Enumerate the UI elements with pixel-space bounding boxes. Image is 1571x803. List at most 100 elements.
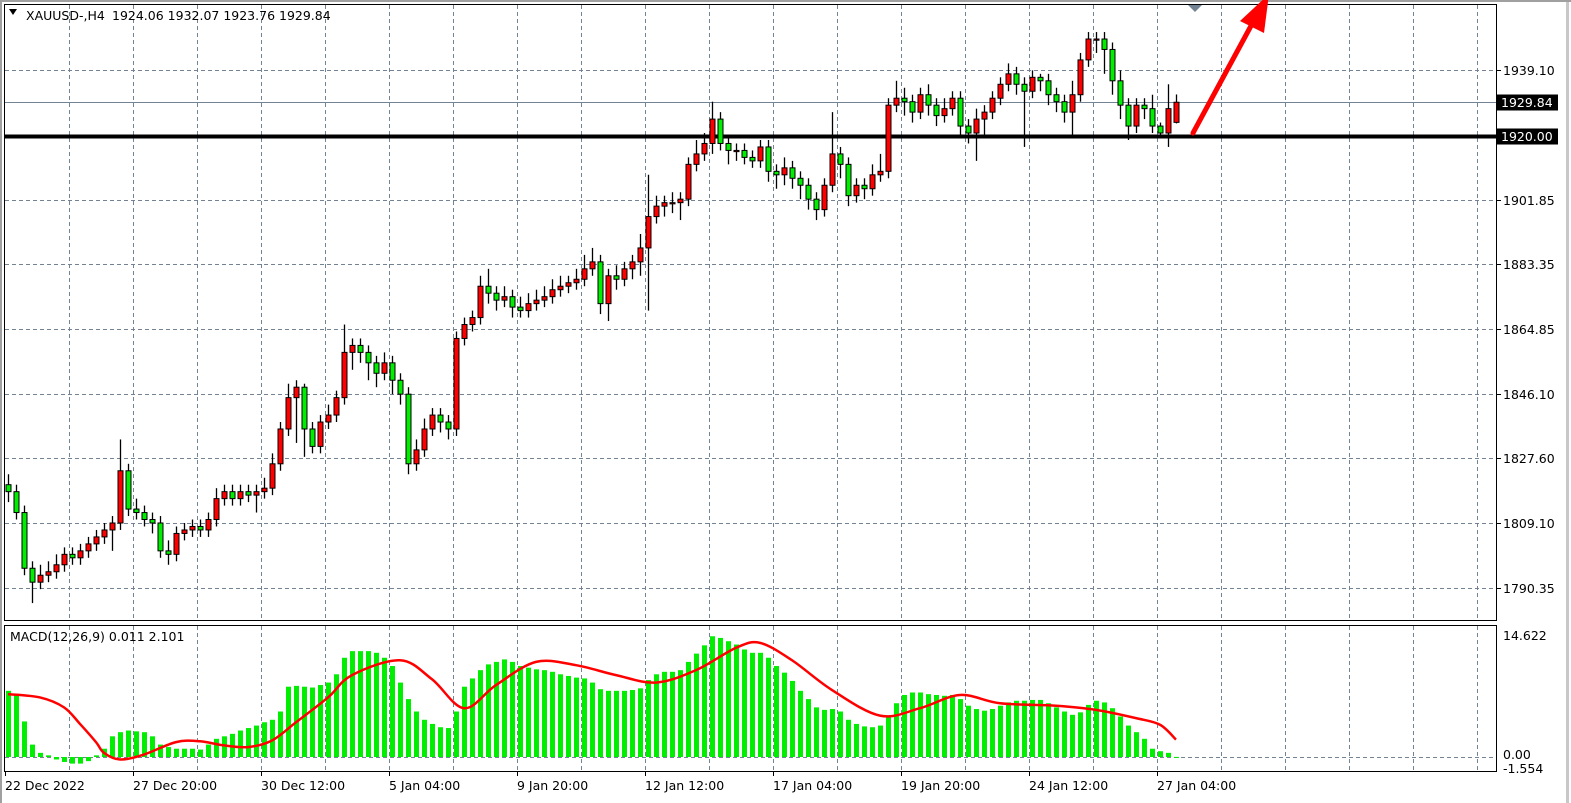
candle-body-bearish xyxy=(485,285,492,294)
macd-histogram-bar xyxy=(750,652,755,757)
candle xyxy=(341,324,348,405)
price-label: 1939.10 xyxy=(1503,63,1555,78)
candle-body-bullish xyxy=(581,268,588,280)
candle-body-bullish xyxy=(349,344,356,353)
macd-histogram-bar xyxy=(478,670,483,757)
candle-body-bullish xyxy=(85,543,92,552)
candle xyxy=(349,338,356,370)
candle-body-bullish xyxy=(421,428,428,451)
macd-histogram-bar xyxy=(486,664,491,757)
candle xyxy=(549,279,556,304)
macd-histogram-bar xyxy=(62,757,67,762)
macd-histogram-bar xyxy=(774,666,779,757)
candle xyxy=(957,91,964,137)
candle-body-bearish xyxy=(357,344,364,353)
candle-body-bullish xyxy=(53,564,60,573)
macd-histogram-bar xyxy=(702,645,707,757)
candle-body-bullish xyxy=(645,216,652,249)
candle-body-bearish xyxy=(397,379,404,395)
macd-histogram-bar xyxy=(142,732,147,757)
macd-histogram-bar xyxy=(846,719,851,757)
candle xyxy=(949,91,956,116)
candle xyxy=(445,415,452,440)
candle-body-bearish xyxy=(1013,73,1020,85)
candle-body-bullish xyxy=(917,94,924,113)
macd-histogram-bar xyxy=(1150,748,1155,757)
candle-body-bullish xyxy=(285,397,292,430)
candle-body-bullish xyxy=(477,285,484,319)
macd-histogram-bar xyxy=(238,730,243,757)
candle xyxy=(701,133,708,161)
trend-arrow[interactable] xyxy=(1190,0,1269,136)
candle-body-bullish xyxy=(45,571,52,576)
level-price-box xyxy=(1497,128,1558,145)
macd-histogram-bar xyxy=(1070,714,1075,757)
candle-body-bearish xyxy=(773,170,780,176)
candle-body-bearish xyxy=(1141,104,1148,110)
macd-histogram-bar xyxy=(334,674,339,757)
macd-max-label: 14.622 xyxy=(1503,628,1547,643)
macd-histogram-bar xyxy=(398,682,403,757)
macd-histogram-bar xyxy=(262,722,267,757)
macd-histogram-bar xyxy=(214,738,219,757)
macd-histogram-bar xyxy=(1086,704,1091,757)
candle-body-bullish xyxy=(573,278,580,284)
candle xyxy=(461,317,468,346)
macd-histogram-bar xyxy=(662,671,667,757)
macd-histogram-bar xyxy=(974,709,979,757)
macd-histogram-bar xyxy=(942,695,947,757)
candle-body-bullish xyxy=(93,536,100,545)
candle-body-bullish xyxy=(893,97,900,106)
macd-histogram-bar xyxy=(342,657,347,757)
macd-histogram-bar xyxy=(734,644,739,757)
candle-body-bullish xyxy=(1029,76,1036,92)
candle-body-bullish xyxy=(661,202,668,207)
candle-body-bearish xyxy=(133,508,140,514)
chart-shift-marker-icon[interactable] xyxy=(1188,5,1202,12)
macd-histogram-bar xyxy=(382,657,387,757)
candle xyxy=(269,453,276,496)
collapse-triangle-icon[interactable] xyxy=(9,9,17,15)
candle xyxy=(597,254,604,315)
candle-body-bullish xyxy=(877,170,884,176)
candle-body-bullish xyxy=(653,205,660,218)
candle-body-bearish xyxy=(933,104,940,117)
candle-body-bearish xyxy=(125,470,132,510)
candle-body-bullish xyxy=(605,275,612,305)
candle xyxy=(541,286,548,308)
candle xyxy=(213,488,220,527)
macd-histogram-bar xyxy=(806,699,811,757)
macd-histogram-bar xyxy=(70,757,75,764)
macd-histogram-bar xyxy=(582,678,587,757)
candle xyxy=(1085,32,1092,67)
candle-body-bullish xyxy=(1005,73,1012,85)
macd-histogram-bar xyxy=(718,637,723,757)
macd-histogram-bar xyxy=(326,682,331,757)
candle-body-bearish xyxy=(245,491,252,496)
candle-body-bearish xyxy=(5,484,12,493)
candle-body-bullish xyxy=(109,522,116,531)
candle-body-bearish xyxy=(309,428,316,447)
macd-histogram-bar xyxy=(54,757,59,760)
level-price-label: 1920.00 xyxy=(1501,129,1553,144)
candle-body-bearish xyxy=(1109,48,1116,82)
price-label: 1846.10 xyxy=(1503,387,1555,402)
candle-body-bullish xyxy=(237,491,244,500)
macd-histogram-bar xyxy=(686,661,691,757)
candle xyxy=(93,529,100,551)
candle-body-bullish xyxy=(333,397,340,416)
candle-body-bullish xyxy=(253,491,260,496)
candle xyxy=(69,547,76,565)
candle-body-bullish xyxy=(701,142,708,155)
candle xyxy=(397,373,404,405)
candle xyxy=(621,261,628,287)
candle-body-bullish xyxy=(949,97,956,110)
candle xyxy=(181,522,188,541)
candle xyxy=(1069,80,1076,137)
candle xyxy=(413,439,420,471)
candle xyxy=(653,195,660,224)
candle xyxy=(301,383,308,457)
macd-histogram-bar xyxy=(206,744,211,757)
macd-histogram-bar xyxy=(46,755,51,757)
